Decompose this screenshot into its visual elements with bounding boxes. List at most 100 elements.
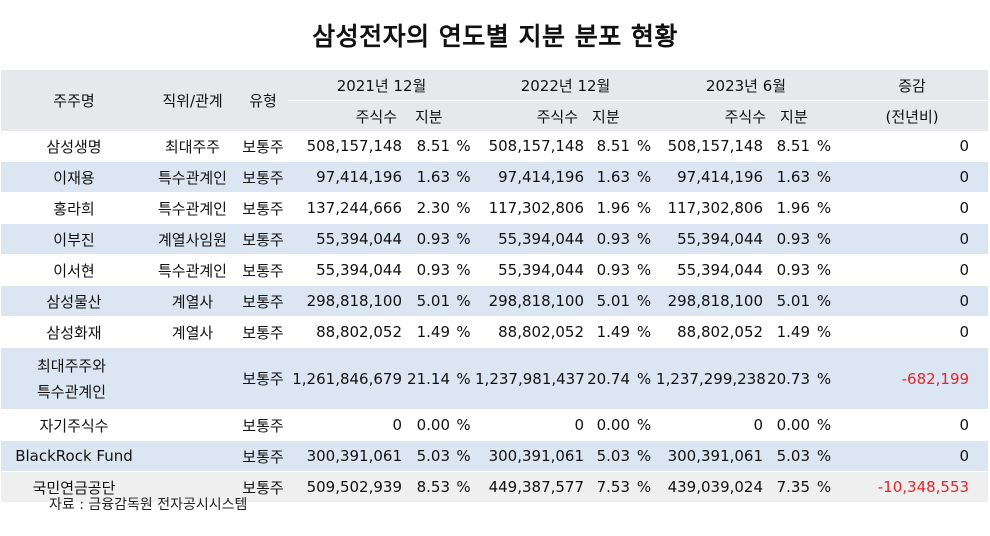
percent-sign: % xyxy=(632,131,657,162)
stake-2021: 5.03 xyxy=(405,440,452,472)
relation: 계열사 xyxy=(147,316,238,348)
relation xyxy=(147,409,238,441)
stake-2022: 5.03 xyxy=(586,440,633,472)
relation xyxy=(147,347,238,410)
table-row: 홍라희 특수관계인 보통주 137,244,666 2.30% 117,302,806 1.… xyxy=(1,192,989,224)
stake-2021: 21.14 xyxy=(405,347,452,410)
stake-2021: 8.53 xyxy=(405,471,452,502)
col-header-shareholder: 주주명 xyxy=(1,70,147,131)
shares-2022: 0 xyxy=(475,409,587,441)
shareholder-name: 국민연금공단 xyxy=(1,471,147,502)
change-vs-prior-year: 0 xyxy=(836,285,989,317)
relation: 특수관계인 xyxy=(147,254,238,286)
shares-2021: 137,244,666 xyxy=(288,192,405,224)
shares-2022: 300,391,061 xyxy=(475,440,587,472)
percent-sign: % xyxy=(452,192,476,224)
share-type: 보통주 xyxy=(238,347,288,410)
percent-sign: % xyxy=(452,347,476,410)
share-type: 보통주 xyxy=(238,440,288,472)
percent-sign: % xyxy=(452,440,476,472)
source-note: 자료 : 금융감독원 전자공시시스템 xyxy=(49,497,248,513)
shares-2023: 97,414,196 xyxy=(656,161,767,193)
shares-2022: 88,802,052 xyxy=(475,316,587,348)
col-header-stake-2023: 지분 xyxy=(766,100,837,131)
stake-2021: 0.00 xyxy=(405,409,452,441)
shareholder-name: 최대주주와 특수관계인 xyxy=(1,347,147,410)
relation xyxy=(147,471,238,502)
share-type: 보통주 xyxy=(238,471,288,502)
percent-sign: % xyxy=(452,161,476,193)
percent-sign: % xyxy=(452,131,476,162)
percent-sign: % xyxy=(632,223,657,255)
change-vs-prior-year: 0 xyxy=(836,409,989,441)
relation: 계열사임원 xyxy=(147,223,238,255)
shares-2021: 97,414,196 xyxy=(288,161,405,193)
header-row-1: 주주명 직위/관계 유형 2021년 12월 2022년 12월 2023년 6… xyxy=(1,70,989,131)
percent-sign: % xyxy=(812,347,837,410)
percent-sign: % xyxy=(812,254,837,286)
shares-2023: 439,039,024 xyxy=(656,471,767,502)
col-header-stake-2021: 지분 xyxy=(405,100,476,131)
stake-2021: 0.93 xyxy=(405,223,452,255)
stake-2023: 1.96 xyxy=(766,192,813,224)
table-row: 자기주식수 보통주 0 0.00% 0 0.00% 0 0.00% 0 xyxy=(1,409,989,441)
share-type: 보통주 xyxy=(238,285,288,317)
shares-2022: 97,414,196 xyxy=(475,161,587,193)
percent-sign: % xyxy=(812,223,837,255)
stake-2023: 0.93 xyxy=(766,223,813,255)
stake-2023: 0.00 xyxy=(766,409,813,441)
share-type: 보통주 xyxy=(238,192,288,224)
percent-sign: % xyxy=(452,409,476,441)
percent-sign: % xyxy=(632,440,657,472)
shareholding-table: 주주명 직위/관계 유형 2021년 12월 2022년 12월 2023년 6… xyxy=(1,70,989,502)
shares-2022: 508,157,148 xyxy=(475,131,587,162)
percent-sign: % xyxy=(632,192,657,224)
shareholder-name: 삼성생명 xyxy=(1,131,147,162)
percent-sign: % xyxy=(812,471,837,502)
share-type: 보통주 xyxy=(238,131,288,162)
shares-2021: 0 xyxy=(288,409,405,441)
stake-2021: 0.93 xyxy=(405,254,452,286)
stake-2021: 8.51 xyxy=(405,131,452,162)
stake-2022: 8.51 xyxy=(586,131,633,162)
change-vs-prior-year: 0 xyxy=(836,223,989,255)
shares-2021: 55,394,044 xyxy=(288,254,405,286)
stake-2022: 1.63 xyxy=(586,161,633,193)
col-header-period-2021: 2021년 12월 xyxy=(288,70,476,101)
percent-sign: % xyxy=(812,192,837,224)
percent-sign: % xyxy=(812,316,837,348)
percent-sign: % xyxy=(812,285,837,317)
change-vs-prior-year: 0 xyxy=(836,131,989,162)
table-row: 이서현 특수관계인 보통주 55,394,044 0.93% 55,394,044 0.93… xyxy=(1,254,989,286)
percent-sign: % xyxy=(632,316,657,348)
shares-2021: 300,391,061 xyxy=(288,440,405,472)
percent-sign: % xyxy=(632,409,657,441)
shareholder-name: 자기주식수 xyxy=(1,409,147,441)
shares-2021: 509,502,939 xyxy=(288,471,405,502)
shares-2022: 117,302,806 xyxy=(475,192,587,224)
stake-2021: 5.01 xyxy=(405,285,452,317)
table-row: 삼성화재 계열사 보통주 88,802,052 1.49% 88,802,052 1.49%… xyxy=(1,316,989,348)
col-header-period-2022: 2022년 12월 xyxy=(475,70,657,101)
shareholder-name: BlackRock Fund xyxy=(1,440,147,472)
shares-2021: 508,157,148 xyxy=(288,131,405,162)
shares-2023: 298,818,100 xyxy=(656,285,767,317)
shares-2023: 300,391,061 xyxy=(656,440,767,472)
change-vs-prior-year: 0 xyxy=(836,440,989,472)
table-row: 국민연금공단 보통주 509,502,939 8.53% 449,387,577 7.53… xyxy=(1,471,989,502)
share-type: 보통주 xyxy=(238,316,288,348)
percent-sign: % xyxy=(452,223,476,255)
col-header-type: 유형 xyxy=(238,70,288,131)
percent-sign: % xyxy=(632,347,657,410)
stake-2021: 1.63 xyxy=(405,161,452,193)
table-row: 이재용 특수관계인 보통주 97,414,196 1.63% 97,414,196 1.63… xyxy=(1,161,989,193)
percent-sign: % xyxy=(632,285,657,317)
stake-2022: 1.49 xyxy=(586,316,633,348)
table-row: 최대주주와 특수관계인 보통주 1,261,846,679 21.14% 1,237,98… xyxy=(1,347,989,410)
col-header-shares-2021: 주식수 xyxy=(288,100,405,131)
table-row: 삼성생명 최대주주 보통주 508,157,148 8.51% 508,157,148 8.… xyxy=(1,131,989,162)
percent-sign: % xyxy=(812,131,837,162)
percent-sign: % xyxy=(812,440,837,472)
shareholder-name: 이부진 xyxy=(1,223,147,255)
col-header-change-sub: (전년비) xyxy=(836,100,989,131)
